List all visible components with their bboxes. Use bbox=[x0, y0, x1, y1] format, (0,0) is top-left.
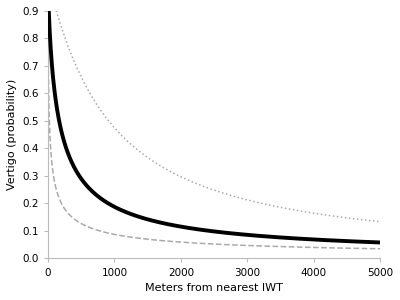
Y-axis label: Vertigo (probability): Vertigo (probability) bbox=[7, 79, 17, 190]
X-axis label: Meters from nearest IWT: Meters from nearest IWT bbox=[145, 283, 283, 293]
